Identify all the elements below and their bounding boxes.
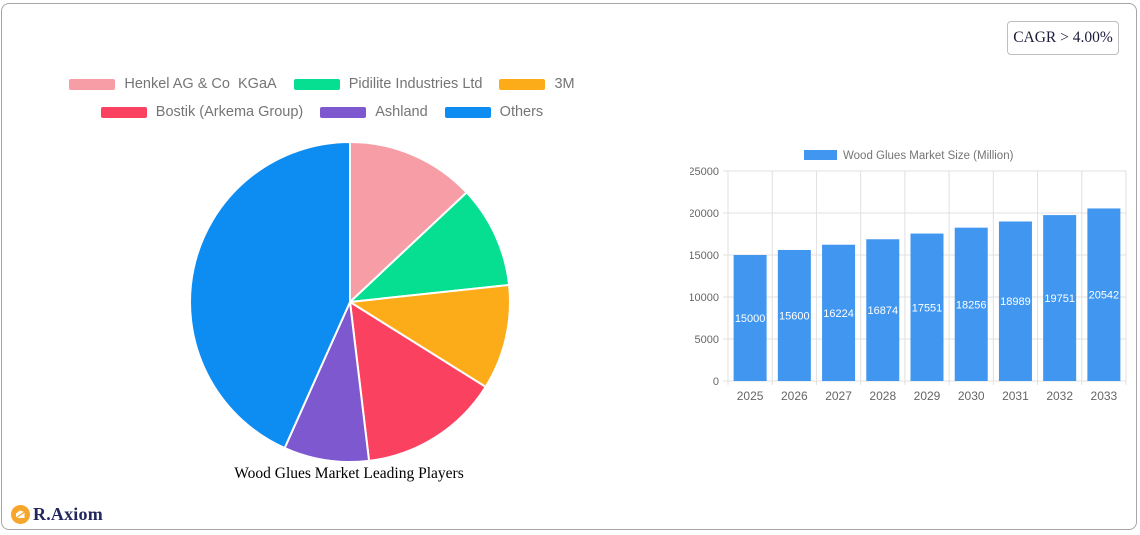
- bar-value-label: 20542: [1089, 290, 1120, 302]
- bar-value-label: 15000: [735, 313, 766, 325]
- legend-item-pidilite-industries-ltd: Pidilite Industries Ltd: [293, 76, 483, 92]
- pie-chart: [189, 141, 511, 463]
- y-axis-tick-label: 15000: [690, 250, 719, 262]
- bar-legend-swatch: [804, 150, 837, 160]
- legend-label: 3M: [554, 76, 575, 92]
- y-axis-tick-label: 0: [713, 376, 719, 388]
- bar-2033: [1087, 208, 1121, 381]
- legend-item-bostik-arkema-group: Bostik (Arkema Group): [100, 104, 304, 120]
- bar-value-label: 19751: [1044, 293, 1075, 305]
- x-axis-tick-label: 2027: [825, 389, 852, 403]
- brand-logo-icon: [11, 505, 30, 524]
- legend-item-3m: 3M: [499, 76, 575, 92]
- pie-legend-row-2: Bostik (Arkema Group) Ashland Others: [100, 104, 544, 120]
- y-axis-tick-label: 25000: [690, 166, 719, 178]
- y-axis-tick-label: 20000: [690, 208, 719, 220]
- pie-slice-ashland: [283, 301, 371, 463]
- x-axis-tick-label: 2028: [869, 389, 896, 403]
- pie-slice-others: [189, 141, 351, 450]
- bar-value-label: 17551: [912, 302, 943, 314]
- y-axis-tick-label: 10000: [690, 292, 719, 304]
- pie-slice-3m: [349, 283, 511, 388]
- bar-2027: [822, 244, 856, 381]
- legend-swatch-3m: [499, 78, 546, 90]
- bar-value-label: 18989: [1000, 296, 1031, 308]
- y-axis-tick-label: 5000: [695, 334, 719, 346]
- bar-value-label: 15600: [779, 310, 810, 322]
- cagr-badge: CAGR > 4.00%: [1007, 21, 1119, 55]
- bar-value-label: 18256: [956, 299, 987, 311]
- bar-2026: [777, 249, 811, 381]
- legend-label: Ashland: [375, 104, 428, 120]
- x-axis-tick-label: 2026: [781, 389, 808, 403]
- bar-2030: [954, 227, 988, 381]
- bar-value-label: 16224: [823, 308, 854, 320]
- legend-swatch-others: [444, 106, 491, 118]
- legend-item-others: Others: [444, 104, 544, 120]
- brand-name: R.Axiom: [33, 504, 103, 524]
- bar-2032: [1043, 215, 1077, 381]
- bar-2029: [910, 233, 944, 381]
- x-axis-tick-label: 2033: [1091, 389, 1118, 403]
- pie-legend: Henkel AG & Co KGaA Pidilite Industries L…: [2, 76, 642, 120]
- bar-2028: [866, 239, 900, 381]
- pie-slice-bostik-arkema-group: [349, 301, 487, 462]
- x-axis-tick-label: 2030: [958, 389, 985, 403]
- legend-label: Pidilite Industries Ltd: [348, 76, 483, 92]
- legend-swatch-bostik-arkema-group: [100, 106, 147, 118]
- bar-2031: [998, 221, 1032, 381]
- x-axis-tick-label: 2031: [1002, 389, 1029, 403]
- report-card: CAGR > 4.00% Henkel AG & Co KGaA Pidilite…: [1, 3, 1137, 530]
- legend-label: Bostik (Arkema Group): [155, 104, 304, 120]
- x-axis-tick-label: 2032: [1046, 389, 1073, 403]
- legend-label: Others: [499, 104, 544, 120]
- pie-slice-pidilite-industries-ltd: [349, 191, 511, 303]
- legend-swatch-pidilite-industries-ltd: [293, 78, 340, 90]
- bar-chart: 0 5000 10000 15000 20000 25000 15000 2025 15600 2…: [690, 150, 1127, 403]
- legend-item-ashland: Ashland: [320, 104, 428, 120]
- legend-item-henkel-ag-co-kgaa: Henkel AG & Co KGaA: [69, 76, 277, 92]
- legend-label: Henkel AG & Co KGaA: [124, 76, 277, 92]
- pie-slice-henkel-ag-co-kgaa: [349, 141, 468, 303]
- pie-legend-row-1: Henkel AG & Co KGaA Pidilite Industries L…: [69, 76, 575, 92]
- x-axis-tick-label: 2029: [914, 389, 941, 403]
- brand-logo: R.Axiom: [11, 504, 103, 525]
- bar-value-label: 16874: [867, 305, 898, 317]
- bar-legend-label: Wood Glues Market Size (Million): [843, 150, 1014, 162]
- legend-swatch-ashland: [320, 106, 367, 118]
- pie-chart-title: Wood Glues Market Leading Players: [234, 465, 464, 482]
- x-axis-tick-label: 2025: [737, 389, 764, 403]
- bar-2025: [733, 255, 767, 381]
- legend-swatch-henkel-ag-co-kgaa: [69, 78, 116, 90]
